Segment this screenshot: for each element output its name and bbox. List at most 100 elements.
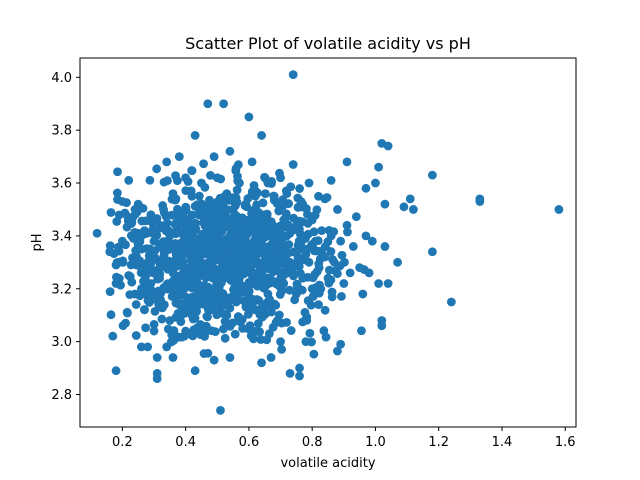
scatter-point [190,257,200,267]
scatter-point [250,305,260,315]
scatter-point [247,252,257,262]
scatter-point [320,305,330,315]
scatter-point [282,318,291,327]
scatter-point [130,289,140,299]
scatter-point [200,331,210,341]
scatter-point [333,346,342,356]
scatter-point [181,202,191,212]
scatter-point [336,236,346,246]
scatter-point [157,314,167,324]
scatter-point [117,236,127,246]
scatter-point [300,307,310,317]
scatter-point [279,215,289,225]
scatter-point [146,279,156,288]
scatter-point [250,191,260,201]
scatter-point [244,112,254,122]
scatter-point [122,307,132,317]
scatter-point [190,131,200,140]
scatter-point [266,353,276,362]
scatter-point [117,197,127,206]
y-tick-label: 2.8 [51,388,72,403]
scatter-point [351,212,361,222]
scatter-point [121,318,130,328]
scatter-point [307,215,317,225]
scatter-point [337,250,347,260]
scatter-point [105,287,115,297]
scatter-point [374,279,384,288]
scatter-point [219,99,229,109]
scatter-point [276,252,285,262]
chart-title: Scatter Plot of volatile acidity vs pH [185,34,471,53]
scatter-point [178,210,187,220]
scatter-point [427,170,437,180]
scatter-point [210,327,220,337]
scatter-point [326,175,336,185]
scatter-point [136,244,146,254]
scatter-point [199,159,208,169]
scatter-point [152,368,162,378]
scatter-point [257,131,266,140]
scatter-point [169,336,178,345]
x-tick-label: 0.4 [175,435,196,450]
scatter-point [358,289,368,299]
scatter-point [206,170,215,180]
scatter-point [238,263,247,273]
scatter-point [92,228,102,238]
scatter-point [136,342,146,352]
scatter-point [181,292,191,302]
scatter-point [228,205,238,214]
scatter-point [231,166,241,176]
scatter-point [152,265,162,275]
scatter-point [212,236,222,246]
scatter-point [131,331,141,340]
scatter-point [393,257,402,267]
scatter-point [155,294,165,304]
scatter-point [225,353,235,362]
scatter-point [136,284,146,294]
scatter-point [405,194,415,204]
scatter-point [342,157,352,167]
scatter-point [304,257,314,267]
scatter-point [269,191,279,201]
scatter-point [170,261,180,271]
scatter-point [269,263,279,273]
scatter-point [343,227,352,237]
scatter-point [231,297,241,307]
scatter-point [203,220,213,230]
scatter-point [288,160,298,169]
scatter-point [279,279,289,288]
scatter-point [291,289,301,299]
scatter-point [320,194,330,204]
y-tick-label: 3.8 [51,124,72,139]
scatter-point [168,268,178,278]
scatter-point [263,289,273,299]
scatter-point [357,326,366,336]
scatter-point [276,173,285,183]
y-tick-label: 3.0 [51,335,72,350]
scatter-point [235,178,244,188]
scatter-point [301,231,311,241]
scatter-point [206,252,216,262]
scatter-point [321,332,331,342]
scatter-point [196,320,205,329]
scatter-point [374,162,384,172]
scatter-point [295,244,304,254]
scatter-point [232,185,242,195]
scatter-point [301,337,311,347]
scatter-point [214,202,224,212]
scatter-point [309,227,319,237]
scatter-point [281,222,291,232]
scatter-point [272,236,282,246]
scatter-point [192,200,202,210]
scatter-point [241,236,251,246]
scatter-point [203,282,213,292]
scatter-point [187,310,197,320]
scatter-point [259,276,269,285]
scatter-point [309,349,319,359]
scatter-point [193,210,203,220]
scatter-point [380,199,390,209]
scatter-point [263,178,273,188]
scatter-point [258,198,268,208]
scatter-point [238,324,247,333]
